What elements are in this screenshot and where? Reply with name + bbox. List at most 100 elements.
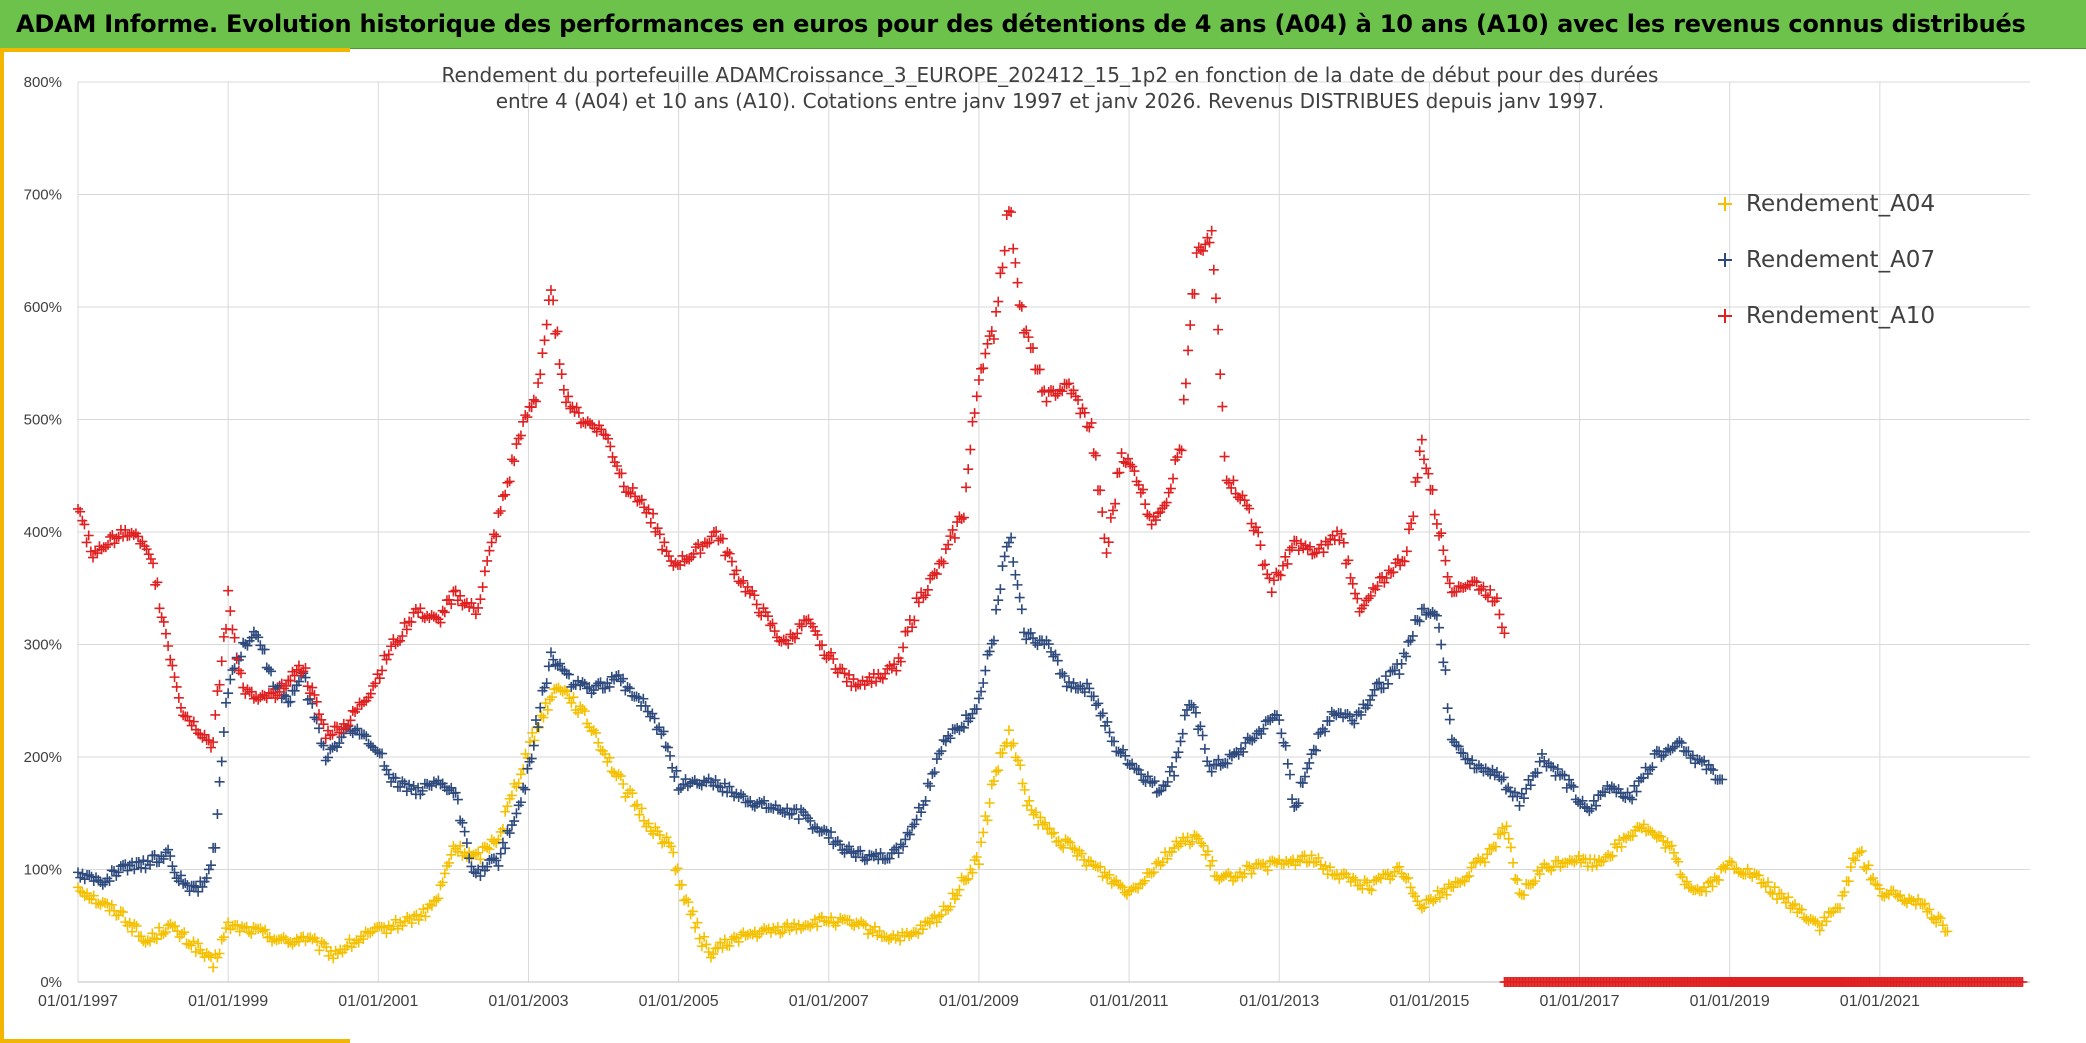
point-rendement-a04	[988, 776, 999, 787]
point-rendement-a07	[1561, 782, 1572, 793]
point-rendement-a07	[390, 773, 401, 784]
point-rendement-a04	[1835, 903, 1846, 914]
point-rendement-a10	[704, 537, 715, 548]
point-rendement-a07	[1451, 740, 1462, 751]
point-rendement-a10	[973, 375, 984, 386]
point-rendement-a10	[954, 511, 965, 522]
point-rendement-a04	[437, 877, 448, 888]
point-rendement-a07	[530, 715, 541, 726]
point-rendement-a07	[1383, 678, 1394, 689]
point-rendement-a10	[238, 682, 249, 693]
point-rendement-a04	[954, 884, 965, 895]
point-rendement-a10	[724, 548, 735, 559]
y-tick-label: 800%	[24, 74, 62, 91]
point-rendement-a04	[1692, 884, 1703, 895]
point-rendement-a07	[1149, 776, 1160, 787]
point-rendement-a04	[733, 936, 744, 947]
point-rendement-a04	[687, 906, 698, 917]
point-rendement-a04	[1405, 882, 1416, 893]
point-rendement-a04	[136, 931, 147, 942]
point-rendement-a10	[1008, 243, 1019, 254]
point-rendement-a10	[1429, 509, 1440, 520]
point-rendement-a04	[1024, 795, 1035, 806]
point-rendement-a07	[1514, 800, 1525, 811]
point-rendement-a04	[1895, 890, 1906, 901]
point-rendement-a10	[982, 338, 993, 349]
point-rendement-a10	[1097, 507, 1108, 518]
point-rendement-a04	[271, 935, 282, 946]
point-rendement-a04	[1796, 904, 1807, 915]
point-rendement-a07	[680, 774, 691, 785]
point-rendement-a04	[140, 937, 151, 948]
point-rendement-a10	[248, 693, 259, 704]
point-rendement-a07	[495, 848, 506, 859]
point-rendement-a10	[90, 545, 101, 556]
point-rendement-a04	[851, 917, 862, 928]
point-rendement-a04	[917, 924, 928, 935]
point-rendement-a07	[452, 794, 463, 805]
point-rendement-a04	[97, 897, 108, 908]
point-rendement-a10	[1485, 584, 1496, 595]
point-rendement-a10	[877, 673, 888, 684]
point-rendement-a07	[1380, 671, 1391, 682]
point-rendement-a07	[884, 853, 895, 864]
point-rendement-a10	[1016, 301, 1027, 312]
point-rendement-a10	[188, 716, 199, 727]
point-rendement-a10	[533, 377, 544, 388]
point-rendement-a07	[253, 632, 264, 643]
point-rendement-a04	[1248, 863, 1259, 874]
chart-legend: Rendement_A04 Rendement_A07 Rendement_A1…	[1718, 176, 1935, 344]
point-rendement-a10	[947, 524, 958, 535]
point-rendement-a10	[1266, 587, 1277, 598]
point-rendement-a07	[784, 809, 795, 820]
point-rendement-a07	[1647, 762, 1658, 773]
point-rendement-a07	[129, 864, 140, 875]
legend-marker-a07	[1718, 253, 1732, 267]
point-rendement-a07	[724, 781, 735, 792]
point-rendement-a10	[765, 620, 776, 631]
point-rendement-a07	[1131, 764, 1142, 775]
point-rendement-a04	[1594, 855, 1605, 866]
point-rendement-a07	[106, 865, 117, 876]
point-rendement-a04	[562, 686, 573, 697]
point-rendement-a10	[1284, 545, 1295, 556]
point-rendement-a10	[466, 598, 477, 609]
legend-label-a07: Rendement_A07	[1746, 247, 1936, 273]
point-rendement-a10	[1421, 463, 1432, 474]
point-rendement-a10	[304, 688, 315, 699]
point-rendement-a07	[515, 797, 526, 808]
point-rendement-a07	[582, 683, 593, 694]
point-rendement-a04	[151, 934, 162, 945]
point-rendement-a10	[1165, 483, 1176, 494]
point-rendement-a07	[1271, 710, 1282, 721]
point-rendement-a07	[902, 827, 913, 838]
point-rendement-a10	[293, 660, 304, 671]
point-rendement-a07	[289, 685, 300, 696]
point-rendement-a07	[1378, 683, 1389, 694]
point-rendement-a04	[283, 938, 294, 949]
point-rendement-a10	[554, 359, 565, 370]
point-rendement-a04	[176, 929, 187, 940]
y-tick-label: 500%	[24, 412, 62, 429]
point-rendement-a10	[1377, 571, 1388, 582]
point-rendement-a10	[679, 556, 690, 567]
point-rendement-a04	[1794, 904, 1805, 915]
point-rendement-a04	[1315, 859, 1326, 870]
point-rendement-a07	[1667, 743, 1678, 754]
point-rendement-a10	[1228, 475, 1239, 486]
point-rendement-a10	[109, 538, 120, 549]
point-rendement-a04	[694, 933, 705, 944]
point-rendement-a04	[547, 692, 558, 703]
point-rendement-a04	[1718, 861, 1729, 872]
point-rendement-a10	[717, 533, 728, 544]
point-rendement-a04	[1514, 888, 1525, 899]
point-rendement-a10	[1412, 472, 1423, 483]
point-rendement-a07	[372, 746, 383, 757]
point-rendement-a07	[557, 664, 568, 675]
point-rendement-a07	[943, 730, 954, 741]
point-rendement-a04	[1605, 851, 1616, 862]
point-rendement-a10	[175, 702, 186, 713]
point-rendement-a04	[1690, 885, 1701, 896]
point-rendement-a07	[500, 843, 511, 854]
point-rendement-a10	[488, 529, 499, 540]
